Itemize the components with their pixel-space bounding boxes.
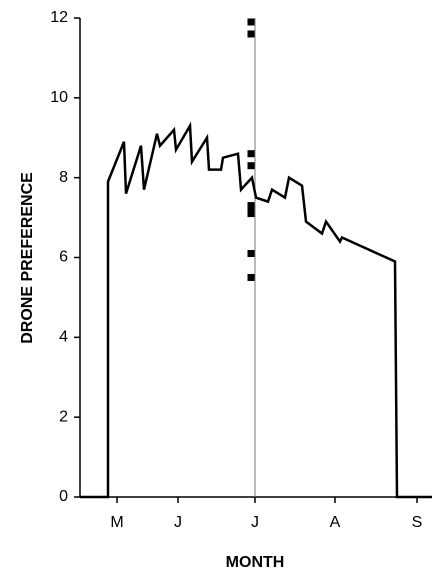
data-point: [247, 202, 255, 210]
data-point: [247, 150, 255, 158]
x-tick-label: J: [251, 514, 259, 531]
y-tick-label: 4: [59, 329, 68, 346]
data-line: [80, 121, 432, 499]
data-point: [247, 250, 255, 258]
y-tick-label: 10: [50, 89, 68, 106]
data-point: [247, 30, 255, 38]
y-tick-label: 12: [50, 9, 68, 26]
data-point: [247, 273, 255, 281]
x-tick-label: J: [174, 514, 182, 531]
x-tick-label: M: [110, 514, 123, 531]
y-tick-label: 8: [59, 169, 68, 186]
x-axis-title: MONTH: [226, 554, 285, 571]
x-tick-label: A: [330, 514, 341, 531]
data-point: [247, 18, 255, 26]
data-point: [247, 210, 255, 218]
x-tick-label: S: [412, 514, 423, 531]
y-axis-title: DRONE PREFERENCE: [19, 172, 36, 344]
data-point: [247, 162, 255, 170]
data-point: [247, 206, 255, 214]
y-tick-label: 0: [59, 488, 68, 505]
y-tick-label: 6: [59, 249, 68, 266]
y-tick-label: 2: [59, 408, 68, 425]
